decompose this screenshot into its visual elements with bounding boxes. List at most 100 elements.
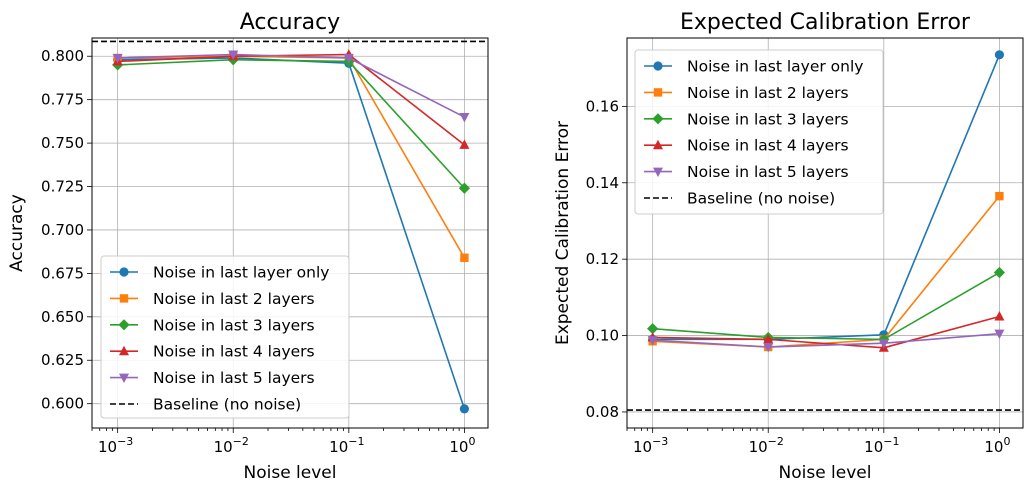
data-point (878, 339, 889, 349)
y-tick-label: 0.675 (41, 264, 84, 282)
x-tick-label: 100 (449, 435, 475, 456)
series-line (117, 55, 466, 259)
data-point (459, 139, 470, 149)
legend-marker (652, 113, 664, 125)
series-line (652, 195, 1001, 348)
data-point (228, 50, 239, 60)
legend-marker (653, 61, 663, 71)
legend-marker (118, 319, 130, 331)
axes-frame (626, 37, 1024, 429)
data-point (460, 253, 469, 262)
axes-frame (91, 37, 489, 429)
series-line (117, 58, 465, 189)
legend-label: Noise in last 5 layers (153, 369, 315, 387)
series-3 (647, 266, 1006, 345)
accuracy-chart: 10−3 10−2 10−1 100 0.600 0.625 0.650 0.675 0.700… (7, 10, 489, 483)
chart-title: Expected Calibration Error (680, 10, 971, 35)
x-tick-label: 10−3 (98, 435, 133, 456)
legend: Noise in last layer only Noise in last 2 … (100, 255, 350, 419)
legend-label: Noise in last 5 layers (687, 163, 849, 181)
chart-title: Accuracy (240, 10, 340, 35)
legend-marker (653, 167, 663, 177)
data-point (995, 191, 1004, 201)
series-line (652, 332, 1000, 348)
data-point (647, 323, 659, 335)
x-tick-label: 10−1 (864, 435, 899, 456)
y-tick-label: 0.650 (41, 308, 84, 326)
x-axis-ticks (91, 428, 465, 433)
data-point (993, 266, 1006, 279)
data-point (763, 333, 774, 344)
series-5 (112, 50, 470, 123)
legend-item: Noise in last 5 layers (110, 369, 315, 387)
y-tick-label: 0.700 (41, 221, 84, 239)
legend-item: Noise in last 3 layers (644, 110, 849, 128)
legend-marker (119, 373, 129, 383)
legend-label: Noise in last 4 layers (687, 137, 849, 155)
y-axis-label: Expected Calibration Error (553, 121, 573, 345)
x-axis-label: Noise level (244, 463, 337, 483)
legend-item: Noise in last 5 layers (644, 163, 849, 181)
legend-item: Noise in last 4 layers (644, 137, 849, 155)
legend-label: Noise in last 3 layers (687, 110, 849, 128)
data-point (994, 329, 1005, 340)
legend-label: Noise in last layer only (153, 264, 329, 282)
legend-marker (119, 267, 129, 277)
y-tick-label: 0.14 (586, 174, 619, 192)
grid (627, 38, 1023, 428)
data-point (458, 182, 471, 194)
legend-label: Noise in last 3 layers (153, 316, 315, 334)
data-point (647, 336, 658, 346)
legend-item: Baseline (no noise) (110, 396, 301, 414)
x-tick-label: 100 (984, 435, 1010, 456)
data-point (994, 50, 1005, 60)
series-line (652, 315, 1000, 349)
legend-box (100, 255, 350, 419)
x-tick-label: 10−2 (214, 435, 249, 456)
legend: Noise in last layer only Noise in last 2 … (634, 49, 884, 215)
data-point (459, 113, 470, 123)
series-line (117, 53, 465, 146)
legend-label: Baseline (no noise) (153, 396, 301, 414)
legend-item: Noise in last 3 layers (110, 316, 315, 334)
legend-item: Noise in last layer only (644, 58, 863, 76)
y-tick-label: 0.625 (41, 351, 84, 369)
y-tick-label: 0.600 (41, 395, 84, 413)
x-tick-label: 10−1 (329, 435, 364, 456)
legend-label: Noise in last layer only (687, 58, 863, 76)
calibration-error-chart: 10−3 10−2 10−1 100 0.08 0.10 0.12 0.14 0.16 Expec… (553, 10, 1024, 483)
y-tick-label: 0.775 (41, 91, 84, 109)
legend-label: Baseline (no noise) (687, 190, 835, 208)
y-axis-label: Accuracy (7, 194, 27, 272)
x-tick-label: 10−2 (749, 435, 784, 456)
legend-marker (653, 88, 663, 97)
legend-item: Noise in last 2 layers (644, 84, 849, 102)
series-2 (648, 191, 1004, 352)
series-line (652, 271, 1000, 341)
legend-item: Noise in last layer only (110, 264, 329, 282)
legend-label: Noise in last 4 layers (153, 343, 315, 361)
legend-box (634, 49, 884, 215)
series-2 (113, 52, 469, 262)
legend-item: Baseline (no noise) (644, 190, 835, 208)
series-line (652, 54, 1001, 341)
x-axis-ticks (626, 428, 1000, 433)
y-tick-label: 0.08 (586, 403, 619, 421)
data-point (994, 311, 1005, 321)
x-tick-label: 10−3 (633, 435, 668, 456)
y-tick-label: 0.750 (41, 134, 84, 152)
series-line (117, 53, 465, 118)
data-point (112, 53, 123, 64)
data-point (343, 53, 354, 64)
y-tick-label: 0.800 (41, 47, 84, 65)
legend-label: Noise in last 2 layers (153, 290, 315, 308)
data-point (459, 404, 470, 414)
y-tick-label: 0.725 (41, 178, 84, 196)
series-3 (112, 54, 471, 194)
data-point (763, 343, 774, 353)
legend-item: Noise in last 4 layers (110, 343, 315, 361)
y-tick-label: 0.12 (586, 250, 619, 268)
legend-label: Noise in last 2 layers (687, 84, 849, 102)
legend-marker (653, 139, 663, 150)
